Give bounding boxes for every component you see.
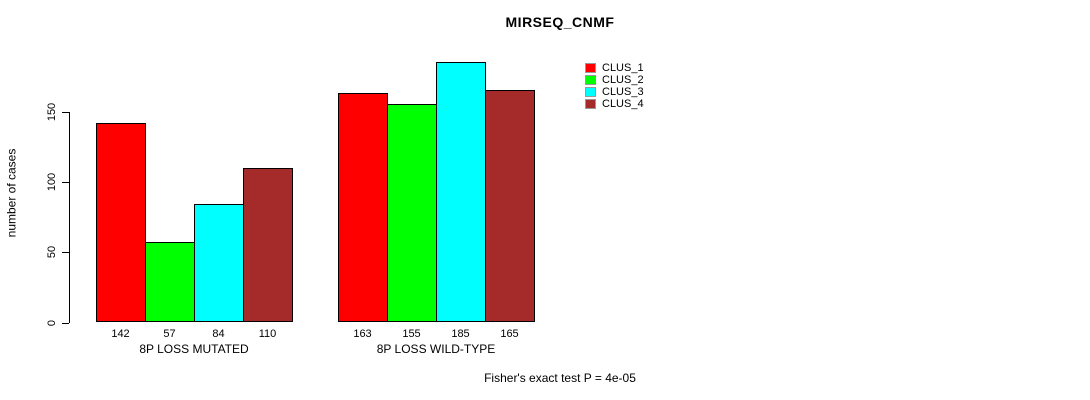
y-axis-tick-label-container: 50 — [22, 222, 82, 282]
chart-title: MIRSEQ_CNMF — [505, 14, 615, 30]
y-axis-tick-label: 50 — [46, 246, 58, 259]
bar-value-label: 142 — [111, 327, 130, 340]
legend: CLUS_1 CLUS_2 CLUS_3 CLUS_4 — [585, 62, 644, 110]
y-axis-line — [69, 111, 70, 323]
footnote-text: Fisher's exact test P = 4e-05 — [484, 371, 636, 385]
bar-clus_4-group2 — [485, 90, 535, 323]
bar-clus_2-group1 — [145, 242, 195, 323]
legend-item-clus_1: CLUS_1 — [585, 62, 644, 74]
y-axis-tick-label-container: 0 — [22, 293, 82, 353]
bar-clus_3-group2 — [436, 62, 486, 323]
bar-value-label: 110 — [258, 327, 277, 340]
y-axis-tick-label-container: 100 — [22, 152, 82, 212]
bar-value-label: 155 — [402, 327, 421, 340]
legend-label: CLUS_2 — [602, 74, 644, 86]
legend-swatch — [585, 75, 596, 85]
y-axis-tick — [62, 322, 69, 324]
bar-clus_3-group1 — [194, 204, 244, 323]
y-axis-tick-label: 150 — [45, 102, 58, 121]
legend-swatch — [585, 63, 596, 73]
legend-label: CLUS_4 — [602, 98, 644, 110]
bar-value-label: 165 — [500, 327, 519, 340]
bar-clus_4-group1 — [243, 167, 293, 323]
legend-item-clus_4: CLUS_4 — [585, 98, 644, 110]
y-axis-tick-label: 100 — [45, 172, 58, 192]
legend-item-clus_2: CLUS_2 — [585, 74, 644, 86]
y-axis-tick — [62, 111, 69, 113]
legend-swatch — [585, 99, 596, 109]
y-axis-tick-label: 0 — [46, 319, 58, 326]
bar-value-label: 163 — [353, 327, 372, 340]
bar-value-label: 84 — [212, 327, 225, 340]
x-group-label: 8P LOSS MUTATED — [139, 341, 249, 356]
x-group-label: 8P LOSS WILD-TYPE — [376, 341, 496, 356]
y-axis-tick — [62, 252, 69, 254]
legend-swatch — [585, 87, 596, 97]
legend-item-clus_3: CLUS_3 — [585, 86, 644, 98]
bar-value-label: 185 — [451, 327, 470, 340]
bar-clus_1-group2 — [338, 93, 388, 323]
legend-label: CLUS_3 — [602, 86, 644, 98]
legend-label: CLUS_1 — [602, 62, 644, 74]
y-axis-tick — [62, 181, 69, 183]
bar-value-label: 57 — [163, 327, 176, 340]
bar-clus_1-group1 — [96, 122, 146, 323]
y-axis-label: number of cases — [4, 148, 18, 238]
bar-clus_2-group2 — [387, 104, 437, 323]
y-axis-tick-label-container: 150 — [22, 82, 82, 142]
